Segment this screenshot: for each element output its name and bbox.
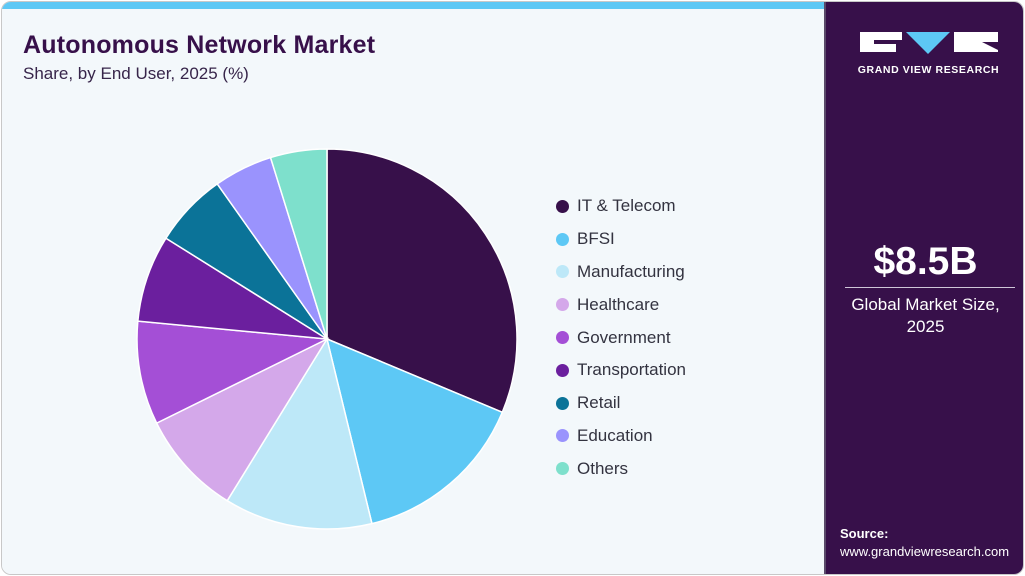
legend-label: Government	[577, 327, 671, 347]
chart-area: Autonomous Network Market Share, by End …	[2, 9, 824, 574]
legend-item: Education	[556, 420, 686, 453]
divider	[845, 287, 1015, 288]
accent-bar	[2, 2, 824, 9]
legend-label: Retail	[577, 393, 621, 413]
legend-swatch-icon	[556, 298, 569, 312]
brand-name: GRAND VIEW RESEARCH	[857, 64, 1000, 76]
legend-label: Education	[577, 425, 653, 445]
info-panel: GRAND VIEW RESEARCH $8.5B Global Market …	[824, 2, 1023, 574]
legend-label: Transportation	[577, 360, 686, 380]
legend-item: Manufacturing	[556, 256, 686, 289]
legend-label: Others	[577, 458, 629, 478]
legend-swatch-icon	[556, 462, 569, 476]
legend-label: Healthcare	[577, 294, 660, 314]
chart-legend: IT & Telecom BFSI Manufacturing Healthcare G…	[556, 190, 686, 485]
legend-label: IT & Telecom	[577, 196, 676, 216]
legend-swatch-icon	[556, 232, 569, 246]
legend-swatch-icon	[556, 265, 569, 279]
legend-item: BFSI	[556, 223, 686, 256]
legend-item: Government	[556, 321, 686, 354]
legend-label: BFSI	[577, 229, 615, 249]
pie-chart	[136, 148, 518, 530]
market-size-value: $8.5B	[873, 240, 978, 283]
source-link[interactable]: www.grandviewresearch.com	[840, 544, 1010, 559]
market-size-label: Global Market Size, 2025	[826, 294, 1023, 338]
market-size-label-line2: 2025	[906, 317, 945, 336]
gvr-logo: GRAND VIEW RESEARCH	[856, 30, 1001, 76]
legend-swatch-icon	[556, 429, 569, 443]
source-heading: Source:	[840, 526, 889, 541]
pie-slice-others	[269, 148, 328, 340]
pie-slice-government	[136, 320, 330, 425]
legend-swatch-icon	[556, 199, 569, 213]
pie-slice-it-telecom	[326, 148, 518, 414]
legend-item: Retail	[556, 387, 686, 420]
legend-item: Others	[556, 452, 686, 485]
legend-item: IT & Telecom	[556, 190, 686, 223]
legend-swatch-icon	[556, 396, 569, 410]
legend-swatch-icon	[556, 363, 569, 377]
legend-swatch-icon	[556, 331, 569, 345]
pie-slice-manufacturing	[226, 337, 373, 530]
chart-subtitle: Share, by End User, 2025 (%)	[23, 64, 249, 83]
legend-item: Healthcare	[556, 288, 686, 321]
legend-label: Manufacturing	[577, 261, 685, 281]
legend-item: Transportation	[556, 354, 686, 387]
pie-slice-healthcare	[155, 337, 330, 502]
market-size-label-line1: Global Market Size,	[851, 295, 1000, 314]
chart-title: Autonomous Network Market	[23, 31, 376, 59]
pie-slice-bfsi	[325, 337, 504, 525]
gvr-logo-icon	[860, 32, 998, 54]
